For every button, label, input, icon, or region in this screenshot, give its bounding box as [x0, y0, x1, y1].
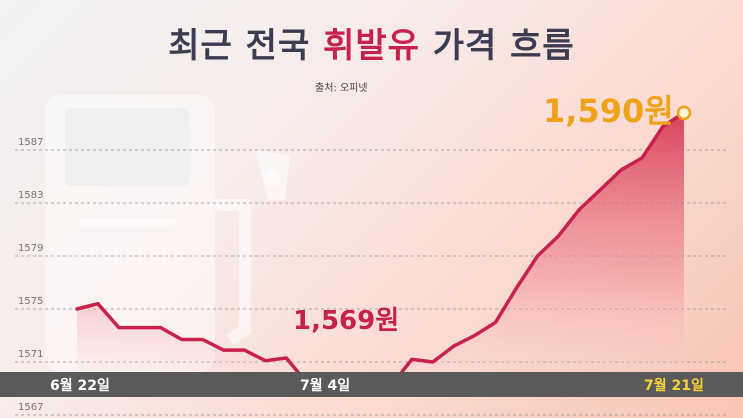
y-tick-label: 1571 — [18, 349, 43, 360]
y-tick-label: 1583 — [18, 190, 43, 201]
y-tick-label: 1587 — [18, 137, 43, 148]
max-price-label: 1,590원 — [543, 92, 674, 130]
source-note: 출처: 오피넷 — [315, 83, 368, 94]
chart-title: 최근 전국 휘발유 가격 흐름 — [0, 18, 743, 67]
max-point-marker — [676, 105, 692, 121]
area-fill — [77, 112, 684, 386]
title-part1: 최근 전국 — [168, 26, 324, 66]
x-tick-label: 6월 22일 — [50, 378, 110, 394]
y-tick-label: 1575 — [18, 296, 43, 307]
min-price-label: 1,569원 — [293, 306, 400, 336]
x-tick-label: 7월 4일 — [300, 378, 351, 394]
y-tick-label: 1579 — [18, 243, 43, 254]
title-part2: 휘발유 — [323, 26, 420, 66]
x-axis-bar — [0, 372, 743, 397]
title-part3: 가격 흐름 — [419, 26, 575, 66]
y-tick-label: 1567 — [18, 402, 43, 413]
x-tick-label: 7월 21일 — [644, 378, 704, 394]
